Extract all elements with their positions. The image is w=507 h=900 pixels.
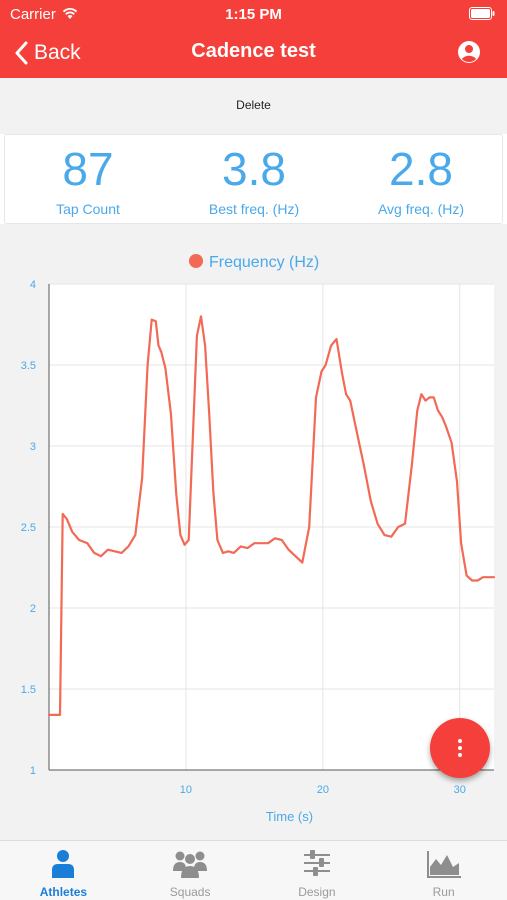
- y-tick-label: 1: [30, 765, 36, 777]
- sliders-icon: [303, 850, 330, 876]
- tab-label: Run: [432, 885, 455, 899]
- x-axis-label: Time (s): [266, 809, 313, 824]
- tab-label: Squads: [169, 885, 211, 899]
- status-bar: Carrier 1:15 PM: [0, 0, 507, 28]
- series-line: [47, 315, 496, 716]
- stat-label: Tap Count: [56, 201, 120, 217]
- y-tick-label: 3.5: [21, 360, 36, 372]
- tab-design[interactable]: Design: [254, 841, 381, 900]
- person-icon: [52, 850, 75, 878]
- y-tick-label: 1.5: [21, 684, 36, 696]
- chevron-left-icon: [15, 41, 28, 65]
- battery-icon: [469, 7, 495, 20]
- frequency-chart[interactable]: 1 1.5 2 2.5 3 3.5 4 10 20 30 Time (s) Frequency (Hz…: [0, 224, 507, 840]
- delete-button[interactable]: Delete: [236, 98, 271, 112]
- y-tick-label: 2.5: [21, 522, 36, 534]
- action-bar: Delete: [0, 78, 507, 134]
- carrier-label: Carrier: [10, 6, 56, 23]
- stat-avg-freq: 2.8 Avg freq. (Hz): [338, 141, 504, 217]
- chart-area: 1 1.5 2 2.5 3 3.5 4 10 20 30 Time (s) Frequency (Hz…: [0, 224, 507, 840]
- y-tick-label: 4: [30, 279, 36, 291]
- legend-label: Frequency (Hz): [209, 254, 319, 271]
- page-title: Cadence test: [191, 40, 316, 62]
- more-dots-icon: [458, 739, 462, 743]
- stat-label: Best freq. (Hz): [208, 201, 300, 217]
- tab-athletes[interactable]: Athletes: [0, 841, 127, 900]
- stat-value: 87: [62, 143, 114, 195]
- tab-bar: Athletes Squads Design Run: [0, 840, 507, 900]
- back-label: Back: [34, 41, 81, 64]
- x-tick-label: 10: [180, 784, 192, 796]
- nav-bar: Back Cadence test: [0, 30, 507, 76]
- x-tick-label: 20: [317, 784, 329, 796]
- back-button[interactable]: Back: [14, 39, 81, 67]
- tab-run[interactable]: Run: [380, 841, 507, 900]
- stats-card: 87 Tap Count 3.8 Best freq. (Hz) 2.8 Avg…: [4, 134, 503, 224]
- stat-label: Avg freq. (Hz): [377, 201, 465, 217]
- stat-value: 3.8: [222, 143, 286, 195]
- account-icon[interactable]: [457, 40, 481, 64]
- app-header: Carrier 1:15 PM Back Cadence test: [0, 0, 507, 78]
- y-tick-label: 2: [30, 603, 36, 615]
- tab-squads[interactable]: Squads: [127, 841, 254, 900]
- y-tick-label: 3: [30, 441, 36, 453]
- stat-tap-count: 87 Tap Count: [5, 141, 171, 217]
- tab-label: Athletes: [39, 885, 88, 899]
- group-icon: [173, 851, 208, 878]
- status-time: 1:15 PM: [225, 6, 282, 23]
- wifi-icon: [62, 7, 78, 19]
- tab-label: Design: [298, 885, 336, 899]
- x-tick-label: 30: [454, 784, 466, 796]
- more-options-button[interactable]: [430, 718, 490, 778]
- stat-best-freq: 3.8 Best freq. (Hz): [171, 141, 337, 217]
- legend-marker: [189, 254, 203, 268]
- area-chart-icon: [426, 851, 461, 878]
- stat-value: 2.8: [389, 143, 453, 195]
